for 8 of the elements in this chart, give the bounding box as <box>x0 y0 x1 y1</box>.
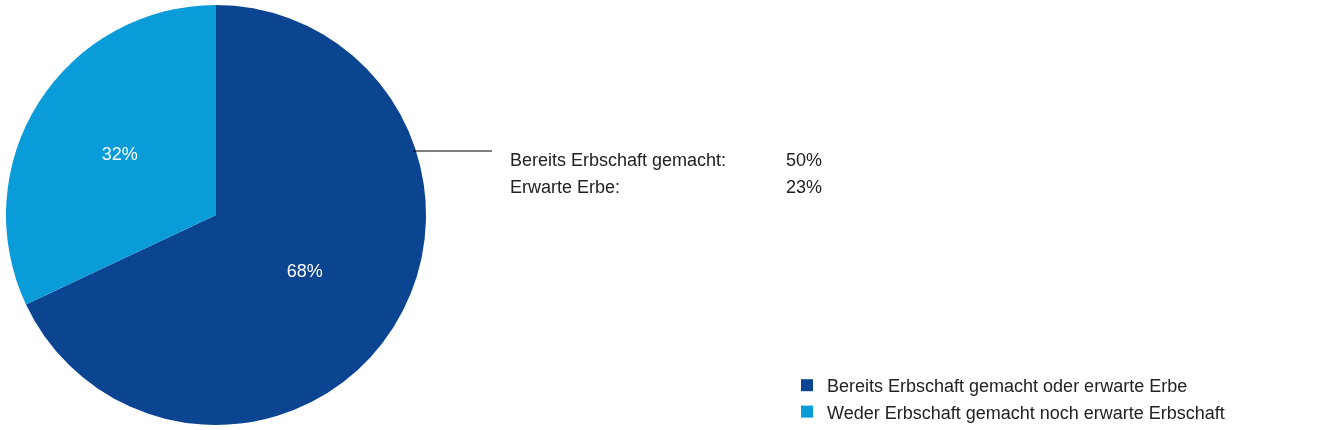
text: Erwarte Erbe: 23% <box>510 177 823 197</box>
pie-slice <box>25 5 426 425</box>
pie-slice <box>6 5 216 305</box>
data-label: 68% <box>286 261 323 282</box>
legend-label: Weder Erbschaft gemacht noch erwarte Erbschaft <box>827 402 1225 423</box>
data-label: 32% <box>101 143 138 164</box>
text: Bereits Erbschaft gemacht: 50% <box>510 150 823 170</box>
legend-label: Bereits Erbschaft gemacht oder erwarte Erbe <box>827 376 1188 397</box>
